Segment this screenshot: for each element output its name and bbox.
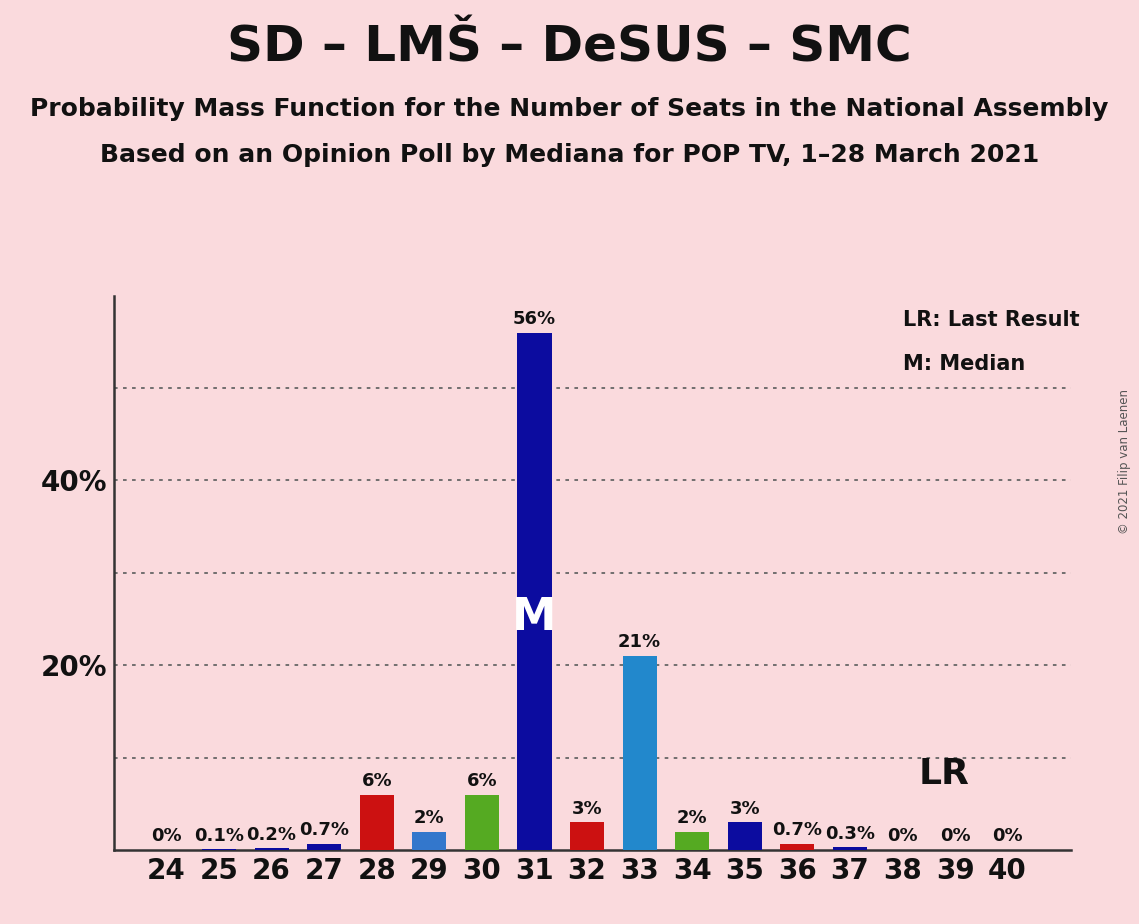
Text: M: M (513, 596, 557, 638)
Text: 0%: 0% (992, 828, 1023, 845)
Bar (623, 656, 657, 850)
Text: 6%: 6% (467, 772, 498, 790)
Text: M: Median: M: Median (903, 354, 1025, 374)
Text: SD – LMŠ – DeSUS – SMC: SD – LMŠ – DeSUS – SMC (227, 23, 912, 71)
Bar (412, 832, 446, 850)
Text: 0%: 0% (887, 828, 918, 845)
Bar (308, 844, 342, 850)
Text: 3%: 3% (572, 800, 603, 818)
Text: 21%: 21% (618, 634, 661, 651)
Bar (833, 847, 867, 850)
Text: 2%: 2% (413, 809, 444, 827)
Text: 0.3%: 0.3% (825, 825, 875, 843)
Bar (675, 832, 710, 850)
Text: 3%: 3% (729, 800, 760, 818)
Text: LR: Last Result: LR: Last Result (903, 310, 1080, 330)
Text: 0.7%: 0.7% (772, 821, 822, 839)
Text: © 2021 Filip van Laenen: © 2021 Filip van Laenen (1118, 390, 1131, 534)
Bar (465, 795, 499, 850)
Bar (570, 822, 604, 850)
Text: 6%: 6% (361, 772, 392, 790)
Bar (780, 844, 814, 850)
Bar (202, 849, 236, 850)
Text: 0.7%: 0.7% (300, 821, 350, 839)
Text: 2%: 2% (677, 809, 707, 827)
Text: 56%: 56% (513, 310, 556, 328)
Text: 0.1%: 0.1% (194, 827, 244, 845)
Bar (517, 333, 551, 850)
Bar (728, 822, 762, 850)
Text: Based on an Opinion Poll by Mediana for POP TV, 1–28 March 2021: Based on an Opinion Poll by Mediana for … (100, 143, 1039, 167)
Bar (254, 848, 288, 850)
Text: 0%: 0% (151, 828, 182, 845)
Text: Probability Mass Function for the Number of Seats in the National Assembly: Probability Mass Function for the Number… (31, 97, 1108, 121)
Text: LR: LR (918, 758, 969, 791)
Text: 0.2%: 0.2% (247, 826, 296, 844)
Text: 0%: 0% (940, 828, 970, 845)
Bar (360, 795, 394, 850)
